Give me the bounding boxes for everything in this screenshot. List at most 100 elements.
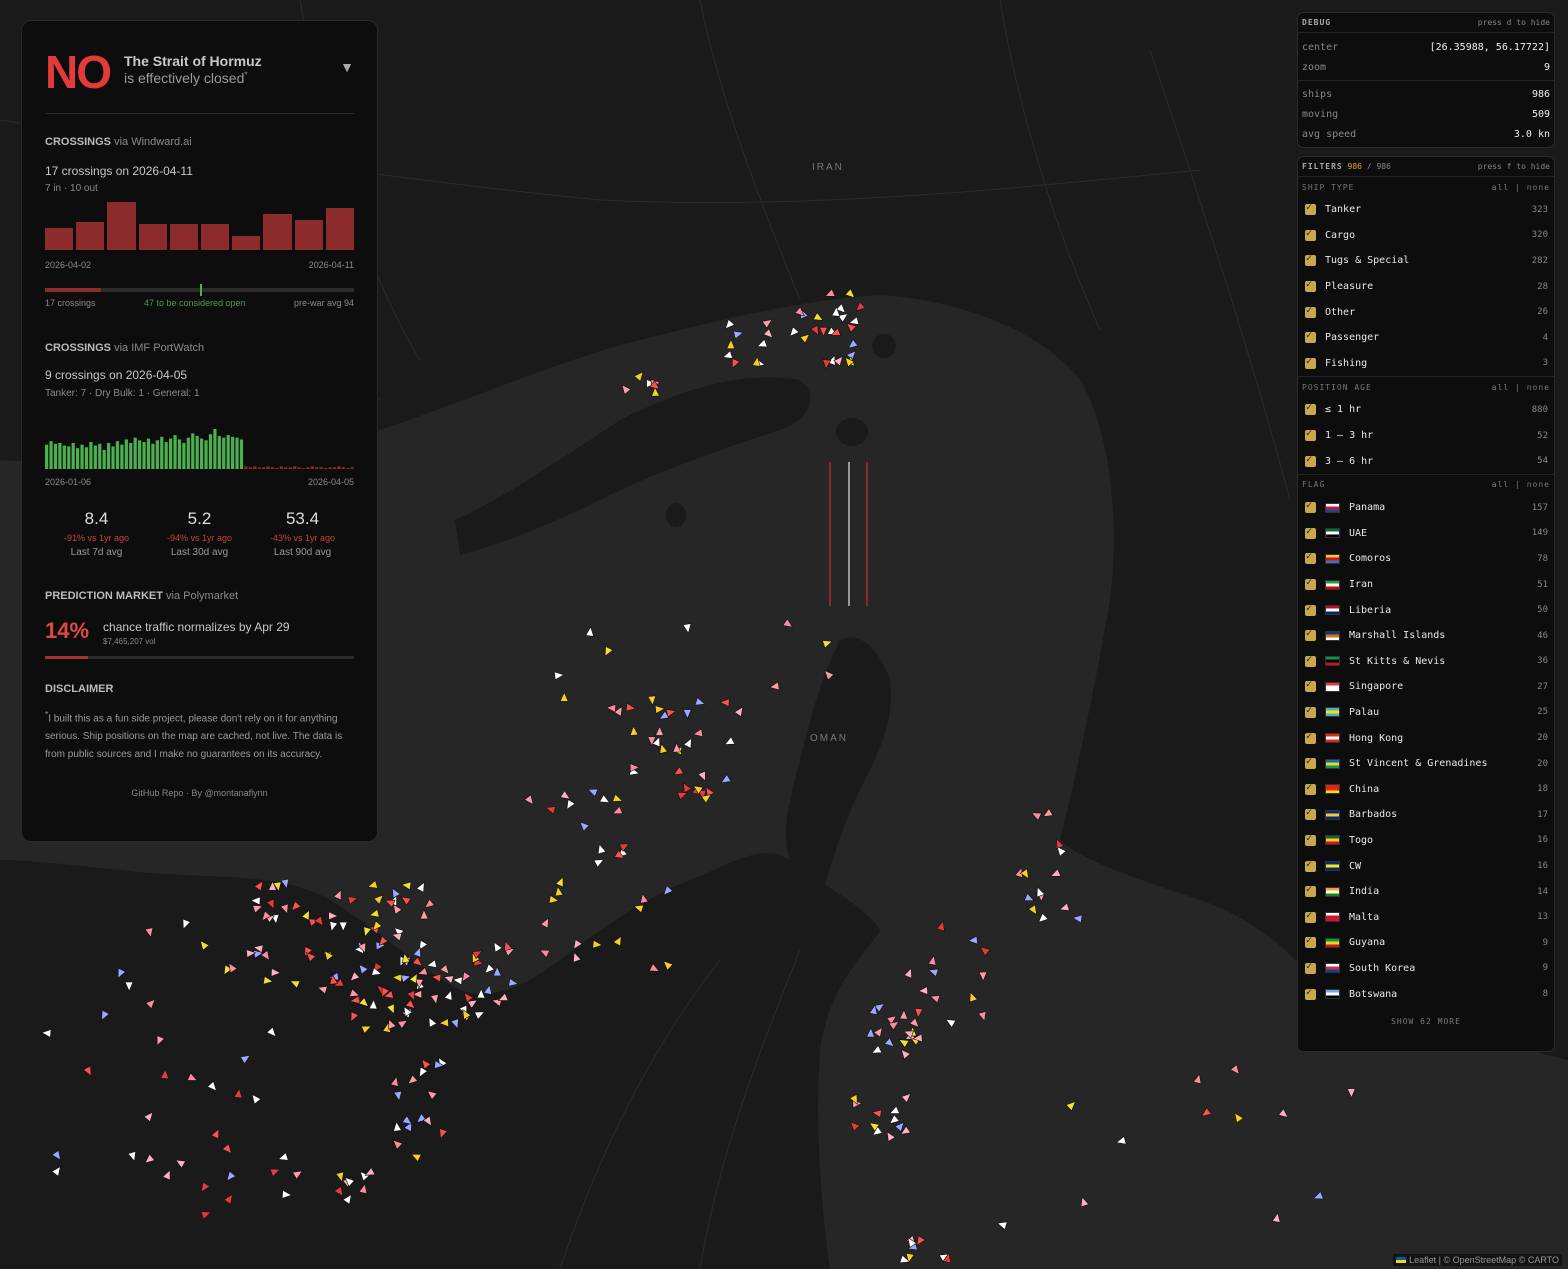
- ship-marker-icon[interactable]: [491, 940, 503, 953]
- ship-marker-icon[interactable]: [732, 329, 744, 340]
- ship-marker-icon[interactable]: [661, 958, 674, 971]
- ship-marker-icon[interactable]: [371, 967, 383, 978]
- spark-bar[interactable]: [160, 436, 164, 469]
- ship-marker-icon[interactable]: [846, 338, 859, 351]
- ship-marker-icon[interactable]: [291, 1168, 304, 1180]
- ship-marker-icon[interactable]: [694, 697, 706, 708]
- ship-marker-icon[interactable]: [599, 794, 612, 806]
- ship-marker-icon[interactable]: [1065, 1099, 1078, 1112]
- ship-marker-icon[interactable]: [1041, 808, 1054, 820]
- ship-marker-icon[interactable]: [252, 902, 264, 914]
- ship-marker-icon[interactable]: [680, 781, 692, 794]
- imf-sparkline[interactable]: [45, 427, 355, 469]
- ship-marker-icon[interactable]: [437, 1128, 448, 1140]
- daily-bar[interactable]: [232, 236, 261, 250]
- attribution-text[interactable]: Leaflet | © OpenStreetMap © CARTO: [1409, 1255, 1559, 1265]
- windward-daily-bars[interactable]: [45, 202, 355, 250]
- ship-marker-icon[interactable]: [342, 1175, 355, 1188]
- ship-marker-icon[interactable]: [333, 1185, 346, 1198]
- ship-marker-icon[interactable]: [592, 939, 603, 949]
- ship-marker-icon[interactable]: [1058, 902, 1070, 913]
- filter-row[interactable]: India 14: [1298, 879, 1554, 905]
- filter-row[interactable]: Passenger 4: [1298, 325, 1554, 351]
- ship-marker-icon[interactable]: [936, 920, 947, 932]
- filter-row[interactable]: Palau 25: [1298, 700, 1554, 726]
- ship-marker-icon[interactable]: [902, 1028, 915, 1039]
- filter-row[interactable]: Comoros 78: [1298, 546, 1554, 572]
- daily-bar[interactable]: [325, 208, 355, 250]
- ship-marker-icon[interactable]: [335, 1171, 346, 1183]
- ship-marker-icon[interactable]: [559, 691, 569, 702]
- ship-marker-icon[interactable]: [672, 742, 682, 753]
- ship-marker-icon[interactable]: [249, 1092, 262, 1105]
- filter-row[interactable]: South Korea 9: [1298, 956, 1554, 982]
- ship-marker-icon[interactable]: [996, 1219, 1008, 1231]
- spark-bar[interactable]: [301, 468, 306, 469]
- spark-bar[interactable]: [107, 442, 111, 469]
- ship-marker-icon[interactable]: [280, 878, 291, 890]
- checkbox[interactable]: [1305, 202, 1316, 216]
- ship-marker-icon[interactable]: [143, 1153, 156, 1166]
- ship-marker-icon[interactable]: [246, 949, 257, 959]
- ship-marker-icon[interactable]: [338, 921, 348, 932]
- ship-marker-icon[interactable]: [390, 1076, 401, 1087]
- ship-marker-icon[interactable]: [461, 990, 474, 1003]
- spark-bar[interactable]: [217, 435, 221, 469]
- ship-marker-icon[interactable]: [719, 698, 730, 708]
- github-repo-link[interactable]: GitHub Repo: [131, 788, 184, 799]
- ship-marker-icon[interactable]: [253, 879, 266, 892]
- filter-row[interactable]: Guyana 9: [1298, 930, 1554, 956]
- spark-bar[interactable]: [89, 442, 93, 469]
- ship-marker-icon[interactable]: [417, 966, 429, 977]
- spark-bar[interactable]: [111, 446, 115, 469]
- checkbox[interactable]: [1305, 603, 1316, 616]
- ship-marker-icon[interactable]: [762, 328, 775, 341]
- ship-marker-icon[interactable]: [233, 1087, 243, 1099]
- spark-bar[interactable]: [129, 442, 133, 469]
- ship-marker-icon[interactable]: [822, 668, 835, 681]
- ship-marker-icon[interactable]: [729, 357, 741, 369]
- ship-marker-icon[interactable]: [905, 1236, 918, 1249]
- ship-marker-icon[interactable]: [260, 950, 273, 963]
- ship-marker-icon[interactable]: [625, 702, 637, 712]
- spark-bar[interactable]: [306, 467, 310, 469]
- ship-marker-icon[interactable]: [605, 703, 617, 713]
- ship-marker-icon[interactable]: [400, 972, 412, 984]
- ship-marker-icon[interactable]: [410, 1151, 422, 1163]
- ship-marker-icon[interactable]: [272, 881, 282, 893]
- daily-bar[interactable]: [294, 220, 323, 250]
- ship-marker-icon[interactable]: [868, 1004, 879, 1016]
- ship-marker-icon[interactable]: [425, 1016, 438, 1028]
- ship-marker-icon[interactable]: [452, 976, 463, 986]
- ship-marker-icon[interactable]: [799, 331, 812, 344]
- spark-bar[interactable]: [115, 441, 120, 469]
- checkbox[interactable]: [1305, 356, 1316, 369]
- checkbox[interactable]: [1305, 526, 1316, 539]
- ship-marker-icon[interactable]: [682, 709, 692, 720]
- filter-row[interactable]: ≤ 1 hr 880: [1298, 397, 1554, 423]
- ship-marker-icon[interactable]: [977, 1010, 988, 1022]
- ship-marker-icon[interactable]: [51, 1164, 64, 1177]
- ship-marker-icon[interactable]: [439, 964, 452, 977]
- checkbox[interactable]: [1305, 807, 1316, 821]
- ship-marker-icon[interactable]: [268, 880, 277, 891]
- spark-bar[interactable]: [102, 449, 106, 469]
- ship-marker-icon[interactable]: [98, 1009, 110, 1022]
- ship-marker-icon[interactable]: [1229, 1064, 1242, 1077]
- ship-marker-icon[interactable]: [602, 645, 614, 658]
- daily-bar[interactable]: [169, 224, 199, 250]
- ship-marker-icon[interactable]: [316, 984, 328, 995]
- spark-bar[interactable]: [84, 447, 89, 469]
- ship-marker-icon[interactable]: [944, 1016, 957, 1028]
- ship-marker-icon[interactable]: [810, 324, 822, 337]
- ship-marker-icon[interactable]: [328, 911, 339, 921]
- filter-row[interactable]: Pleasure 28: [1298, 274, 1554, 300]
- ship-marker-icon[interactable]: [927, 966, 939, 978]
- ship-marker-icon[interactable]: [1078, 1196, 1090, 1208]
- spark-bar[interactable]: [177, 439, 182, 469]
- ship-marker-icon[interactable]: [392, 1121, 402, 1132]
- filter-row[interactable]: UAE 149: [1298, 521, 1554, 547]
- ship-marker-icon[interactable]: [399, 893, 412, 906]
- spark-bar[interactable]: [67, 446, 71, 469]
- ship-marker-icon[interactable]: [415, 881, 427, 893]
